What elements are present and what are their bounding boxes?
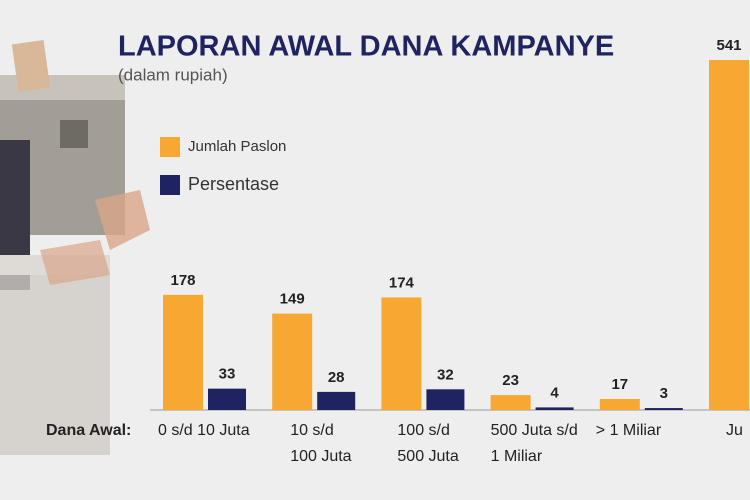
bar	[208, 388, 246, 410]
x-tick-label: 500 Juta s/d 1 Miliar	[491, 422, 578, 465]
value-label: 178	[170, 272, 195, 289]
x-tick-label: 10 s/d 100 Juta	[290, 422, 351, 465]
bar	[426, 389, 465, 410]
bar	[381, 297, 422, 410]
value-label: 32	[437, 366, 454, 383]
x-axis-label: Dana Awal:	[46, 422, 131, 439]
value-label: 4	[550, 384, 559, 401]
value-label: 3	[660, 385, 668, 402]
chart-subtitle: (dalam rupiah)	[118, 65, 228, 84]
value-label: 28	[328, 369, 345, 386]
bar	[644, 408, 683, 410]
value-label: 33	[219, 366, 236, 383]
value-label: 17	[611, 376, 628, 393]
bar	[535, 407, 574, 410]
legend-label: Jumlah Paslon	[188, 138, 286, 155]
value-label: 541	[716, 37, 741, 54]
x-tick-label: 0 s/d 10 Juta	[158, 422, 250, 439]
bar	[599, 399, 640, 410]
value-label: 174	[389, 274, 415, 291]
chart-title: LAPORAN AWAL DANA KAMPANYE	[118, 31, 614, 63]
bar	[317, 391, 356, 410]
value-label: 23	[502, 372, 519, 389]
bar	[163, 294, 203, 410]
x-tick-label: > 1 Miliar	[596, 422, 662, 439]
x-tick-label: Ju	[726, 422, 743, 439]
legend-swatch	[160, 175, 180, 195]
bar	[709, 59, 749, 411]
x-tick-label: 100 s/d 500 Juta	[397, 422, 458, 465]
legend-label: Persentase	[188, 174, 279, 194]
ballot-box-illustration	[0, 40, 150, 455]
bar	[490, 395, 531, 410]
value-label: 149	[280, 291, 305, 308]
legend-swatch	[160, 137, 180, 157]
bar	[272, 313, 313, 410]
